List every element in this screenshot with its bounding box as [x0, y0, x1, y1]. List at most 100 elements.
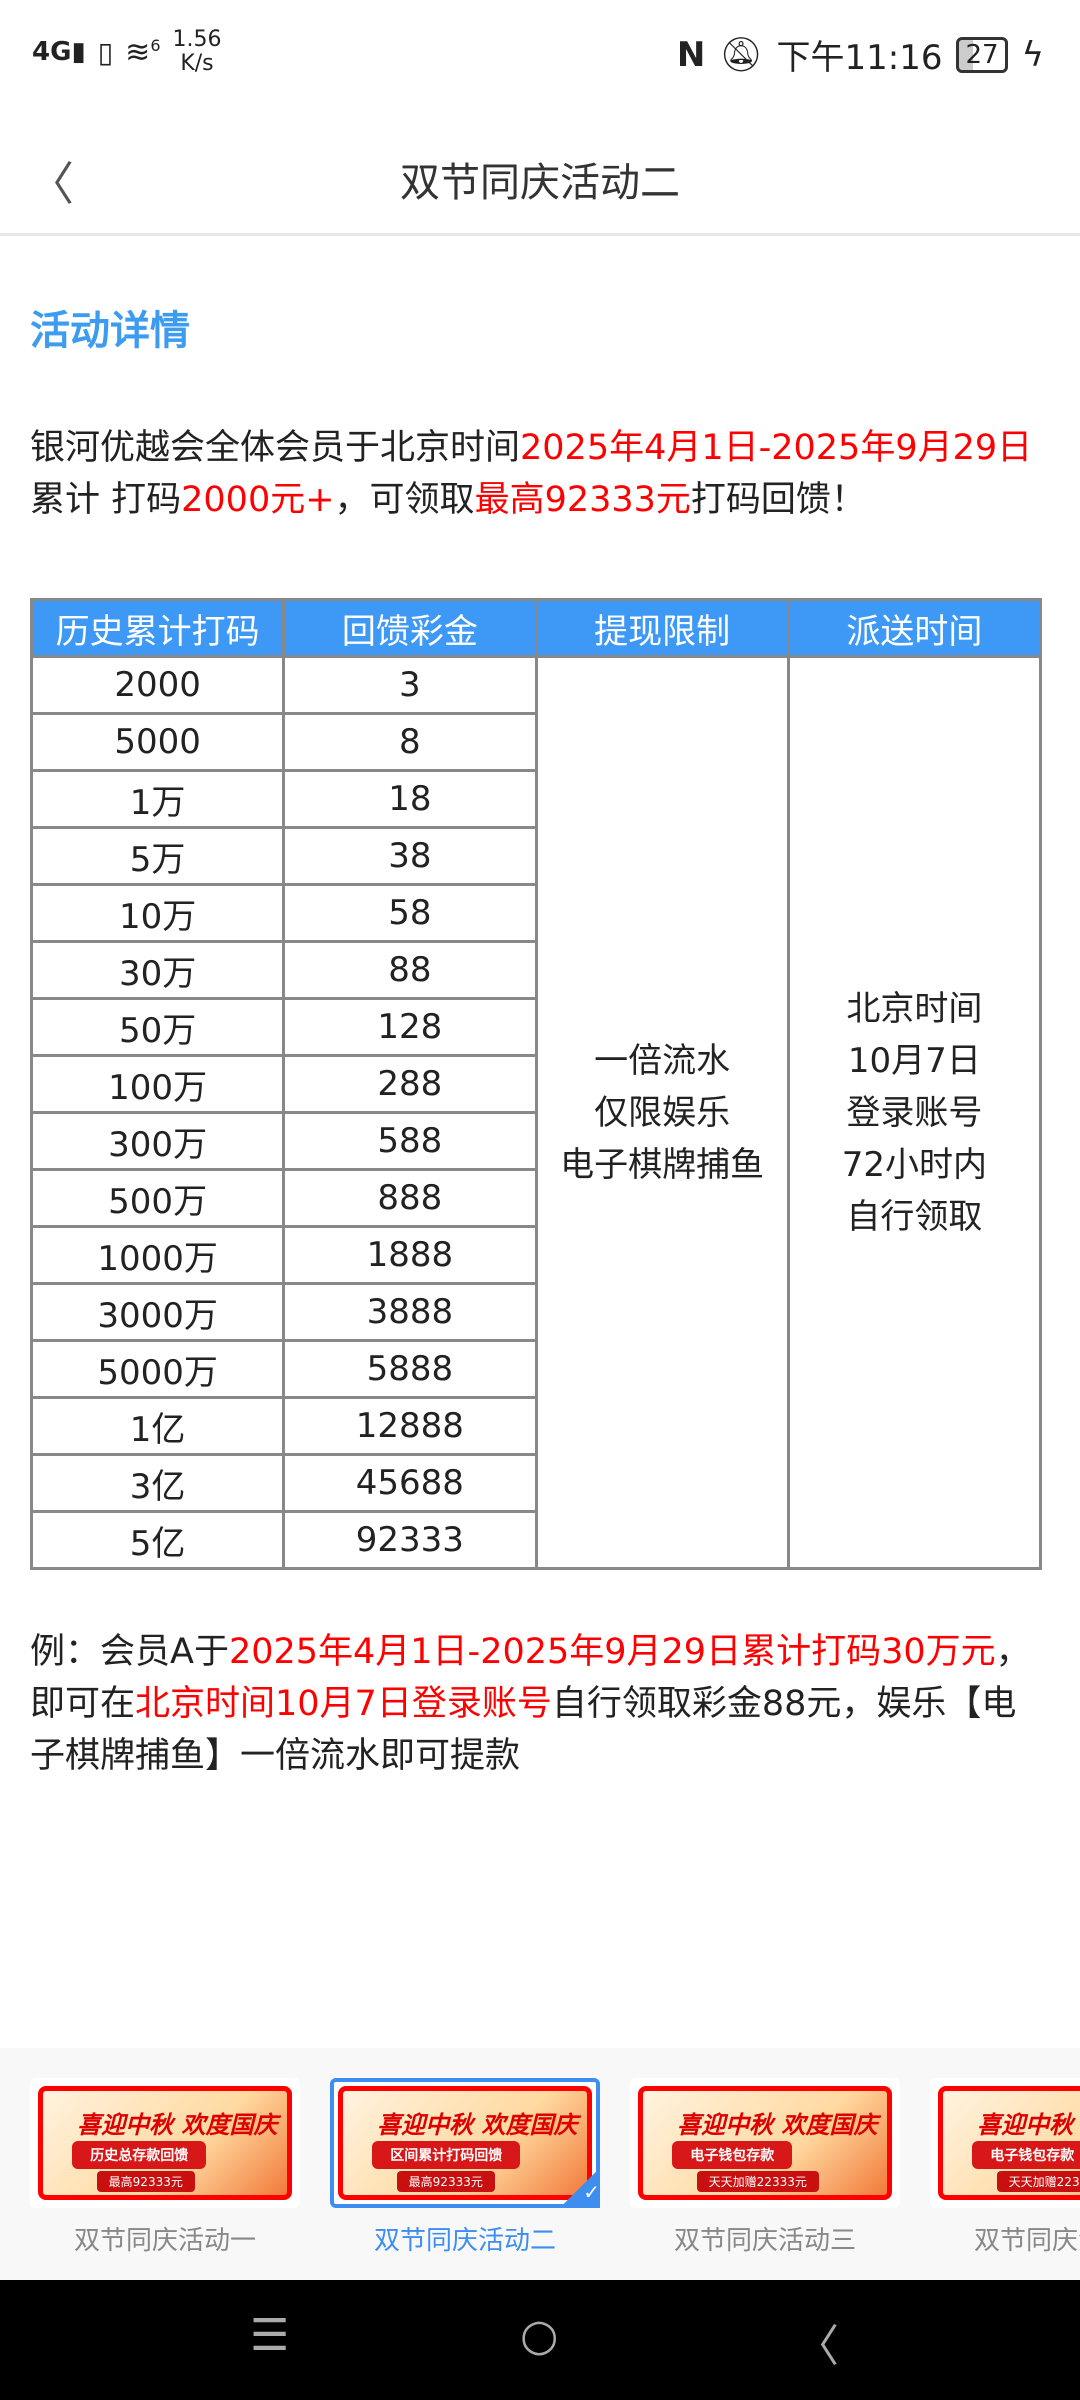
activity-thumbnail-label[interactable]: 双节同庆活动二 — [373, 2226, 556, 2256]
back-nav-icon[interactable]: 〈 — [795, 2321, 839, 2372]
network-speed: 1.56 K/s — [172, 27, 222, 76]
table-row: 3亿 45688 — [29, 1453, 1041, 1513]
table-cell: 3888 — [282, 1282, 538, 1342]
table-header: 派送时间 — [786, 598, 1043, 658]
limit-line: 仅限娱乐 — [594, 1092, 731, 1133]
table-cell: 1000万 — [29, 1225, 286, 1285]
system-nav-bar: ☰ ○ 〈 — [0, 2280, 1080, 2400]
table-row: 30万 88 — [29, 940, 1041, 1000]
limit-line: 电子棋牌捕鱼 — [560, 1144, 765, 1185]
table-row: 5万 38 — [29, 826, 1041, 886]
banner-title: 喜迎中秋 欢度国庆 — [977, 2111, 1080, 2139]
activity-thumbnail-label[interactable]: 双节同庆活动一 — [73, 2226, 256, 2256]
table-row: 2000 3 一倍流水 仅限娱乐 电子棋牌捕鱼 北京时间 10月7日 登录账号 72小时内 自行领… — [29, 655, 1043, 1570]
table-cell: 1888 — [282, 1225, 538, 1285]
table-cell: 1亿 — [29, 1396, 286, 1456]
section-title: 活动详情 — [30, 308, 190, 354]
banner-subtitle: 区间累计打码回馈 — [372, 2141, 521, 2169]
table-header: 回馈彩金 — [282, 598, 538, 658]
app-header: 〈 双节同庆活动二 — [0, 110, 1080, 236]
limit-cell: 一倍流水仅限娱乐电子棋牌捕鱼 — [534, 655, 790, 1570]
clock: 下午11:16 — [776, 38, 943, 78]
table-cell: 288 — [282, 1054, 538, 1114]
table-cell: 10万 — [29, 883, 286, 943]
banner-amount: 天天加赠22333元 — [696, 2171, 819, 2192]
table-cell: 128 — [282, 997, 538, 1057]
charging-icon: ϟ — [1021, 34, 1044, 75]
table-cell: 8 — [282, 712, 538, 772]
table-cell: 58 — [282, 883, 538, 943]
table-cell: 3亿 — [29, 1453, 286, 1513]
banner-subtitle: 电子钱包存款 — [672, 2141, 793, 2169]
reward-table: 历史累计打码 回馈彩金 提现限制 派送时间 2000 3 一倍流水 仅限娱乐 电子棋牌捕鱼 北京… — [29, 598, 1043, 1570]
table-cell: 12888 — [282, 1396, 538, 1456]
table-cell: 3000万 — [29, 1282, 286, 1342]
delivery-line: 10月7日 — [847, 1040, 981, 1081]
banner-title: 喜迎中秋 欢度国庆 — [77, 2111, 278, 2139]
delivery-line: 自行领取 — [846, 1196, 983, 1237]
menu-icon[interactable]: ☰ — [250, 2310, 290, 2361]
table-row: 5000万 5888 — [29, 1339, 1041, 1399]
table-cell: 88 — [282, 940, 538, 1000]
table-header: 历史累计打码 — [29, 598, 286, 658]
banner-amount: 最高92333元 — [96, 2171, 195, 2192]
table-cell: 92333 — [282, 1510, 538, 1570]
activity-carousel[interactable]: 喜迎中秋 欢度国庆 历史总存款回馈 最高92333元 双节同庆活动一 喜迎中秋 欢度国庆… — [0, 2048, 1080, 2280]
table-cell: 5888 — [282, 1339, 538, 1399]
back-button[interactable]: 〈 — [28, 157, 74, 211]
banner-amount: 最高92333元 — [396, 2171, 495, 2192]
delivery-cell: 北京时间 10月7日登录账号 72小时内自行领取 — [786, 655, 1043, 1570]
page-title: 双节同庆活动二 — [400, 160, 680, 206]
activity-thumbnail[interactable]: 喜迎中秋 欢度国庆电子钱包存款天天加赠22333元 — [630, 2078, 900, 2208]
status-bar: 4G▮ ▯ ≋6 1.56 K/s N 🔕︎ 下午11:16 27 ϟ — [0, 0, 1080, 110]
table-row: 3000万 3888 — [29, 1282, 1041, 1342]
cellular-signal-icon: 4G▮ — [32, 37, 86, 67]
intro-text: 银河优越会全体会员于北京时间2025年4月1日-2025年9月29日累计 打码2… — [30, 428, 1033, 520]
table-header: 提现限制 — [534, 598, 790, 658]
banner-title: 喜迎中秋 欢度国庆 — [677, 2111, 878, 2139]
table-row: 10万 58 — [29, 883, 1041, 943]
table-cell: 5亿 — [29, 1510, 286, 1570]
delivery-line: 登录账号 — [846, 1092, 983, 1133]
table-cell: 300万 — [29, 1111, 286, 1171]
example-text: 例：会员A于2025年4月1日-2025年9月29日累计打码30万元，即可在北京… — [30, 1632, 1031, 1776]
activity-thumbnail[interactable]: 喜迎中秋 欢度国庆 区间累计打码回馈 最高92333元 ✓ — [330, 2078, 600, 2208]
table-cell: 5万 — [29, 826, 286, 886]
check-icon: ✓ — [560, 2168, 600, 2208]
table-cell: 5000万 — [29, 1339, 286, 1399]
activity-thumbnail[interactable]: 喜迎中秋 欢度国庆 历史总存款回馈 最高92333元 — [30, 2078, 300, 2208]
table-cell: 2000 — [29, 655, 286, 715]
limit-line: 一倍流水 — [594, 1040, 731, 1081]
banner-subtitle: 电子钱包存款 — [972, 2141, 1080, 2169]
wifi-icon: ≋6 — [125, 34, 161, 70]
table-row: 50万 128 — [29, 997, 1041, 1057]
table-cell: 588 — [282, 1111, 538, 1171]
delivery-line: 北京时间 — [846, 988, 983, 1029]
mute-bell-icon: 🔕︎ — [719, 34, 763, 75]
home-icon[interactable]: ○ — [520, 2310, 559, 2361]
table-cell: 38 — [282, 826, 538, 886]
table-cell: 45688 — [282, 1453, 538, 1513]
activity-thumbnail-label[interactable]: 双节同庆活动三 — [673, 2226, 856, 2256]
table-row: 1万 18 — [29, 769, 1041, 829]
table-cell: 18 — [282, 769, 538, 829]
delivery-line: 72小时内 — [841, 1144, 987, 1185]
table-cell: 500万 — [29, 1168, 286, 1228]
table-cell: 3 — [282, 655, 538, 715]
table-row: 5亿 92333 — [29, 1510, 1041, 1570]
hd-icon: ▯ — [97, 35, 114, 69]
table-cell: 888 — [282, 1168, 538, 1228]
battery-icon: 27 — [956, 36, 1008, 73]
table-row: 500万 888 — [29, 1168, 1041, 1228]
banner-subtitle: 历史总存款回馈 — [72, 2141, 207, 2169]
table-row: 100万 288 — [29, 1054, 1041, 1114]
table-cell: 50万 — [29, 997, 286, 1057]
table-row: 5000 8 — [29, 712, 1041, 772]
table-cell: 5000 — [29, 712, 286, 772]
table-cell: 100万 — [29, 1054, 286, 1114]
banner-title: 喜迎中秋 欢度国庆 — [377, 2111, 578, 2139]
activity-thumbnail-label[interactable]: 双节同庆活动四 — [973, 2226, 1080, 2256]
banner-image: 喜迎中秋 欢度国庆 历史总存款回馈 最高92333元 — [38, 2086, 292, 2200]
